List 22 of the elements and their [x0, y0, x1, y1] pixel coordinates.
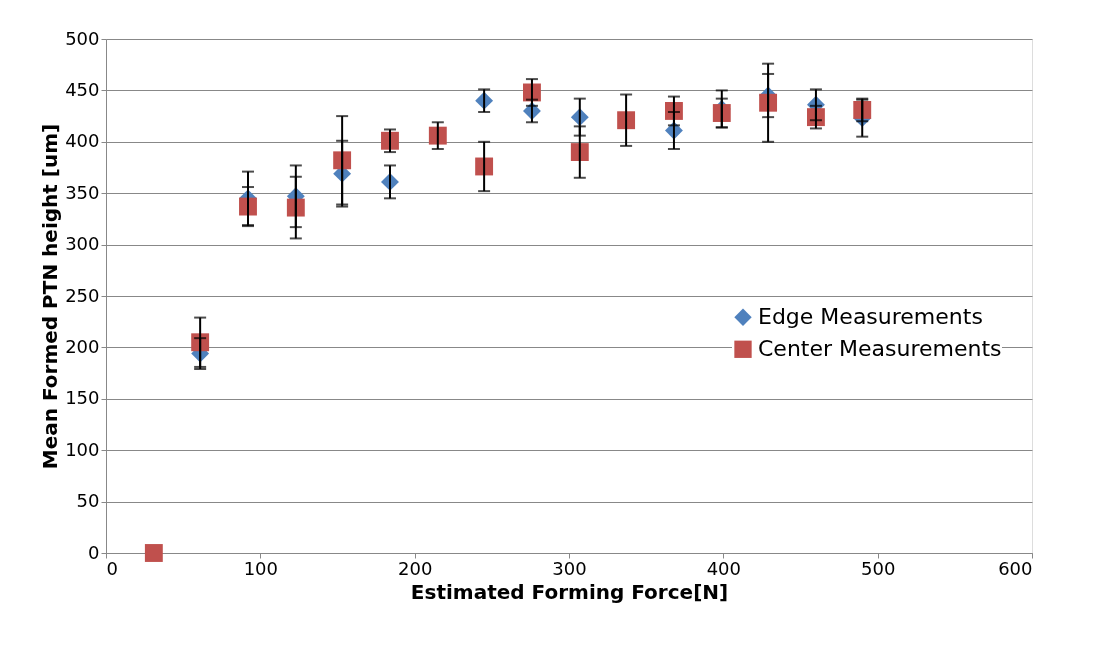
- x-tick-label: 300: [552, 557, 587, 579]
- y-tick-label: 300: [65, 233, 100, 255]
- y-tick-label: 400: [65, 130, 100, 152]
- x-axis-title: Estimated Forming Force[N]: [410, 579, 729, 604]
- y-axis-title: Mean Formed PTN height [um]: [38, 123, 63, 470]
- y-tick-label: 200: [65, 335, 100, 357]
- y-tick-label: 500: [65, 27, 100, 49]
- y-tick-label: 450: [65, 78, 100, 100]
- y-tick-label: 350: [65, 181, 100, 203]
- x-tick-label: 100: [243, 557, 279, 579]
- x-tick-label: 500: [860, 557, 896, 579]
- y-tick-label: 150: [65, 387, 100, 409]
- legend-label: Edge Measurements: [758, 304, 983, 330]
- legend-label: Center Measurements: [758, 336, 1002, 362]
- x-tick-label: 600: [998, 557, 1033, 579]
- x-tick-label: 400: [706, 557, 742, 579]
- y-tick-label: 50: [76, 490, 100, 512]
- x-tick-label: 200: [397, 557, 433, 579]
- y-tick-label: 100: [65, 438, 100, 460]
- y-tick-label: 0: [88, 541, 100, 563]
- x-tick-label: 0: [106, 557, 118, 579]
- y-tick-label: 250: [65, 284, 100, 306]
